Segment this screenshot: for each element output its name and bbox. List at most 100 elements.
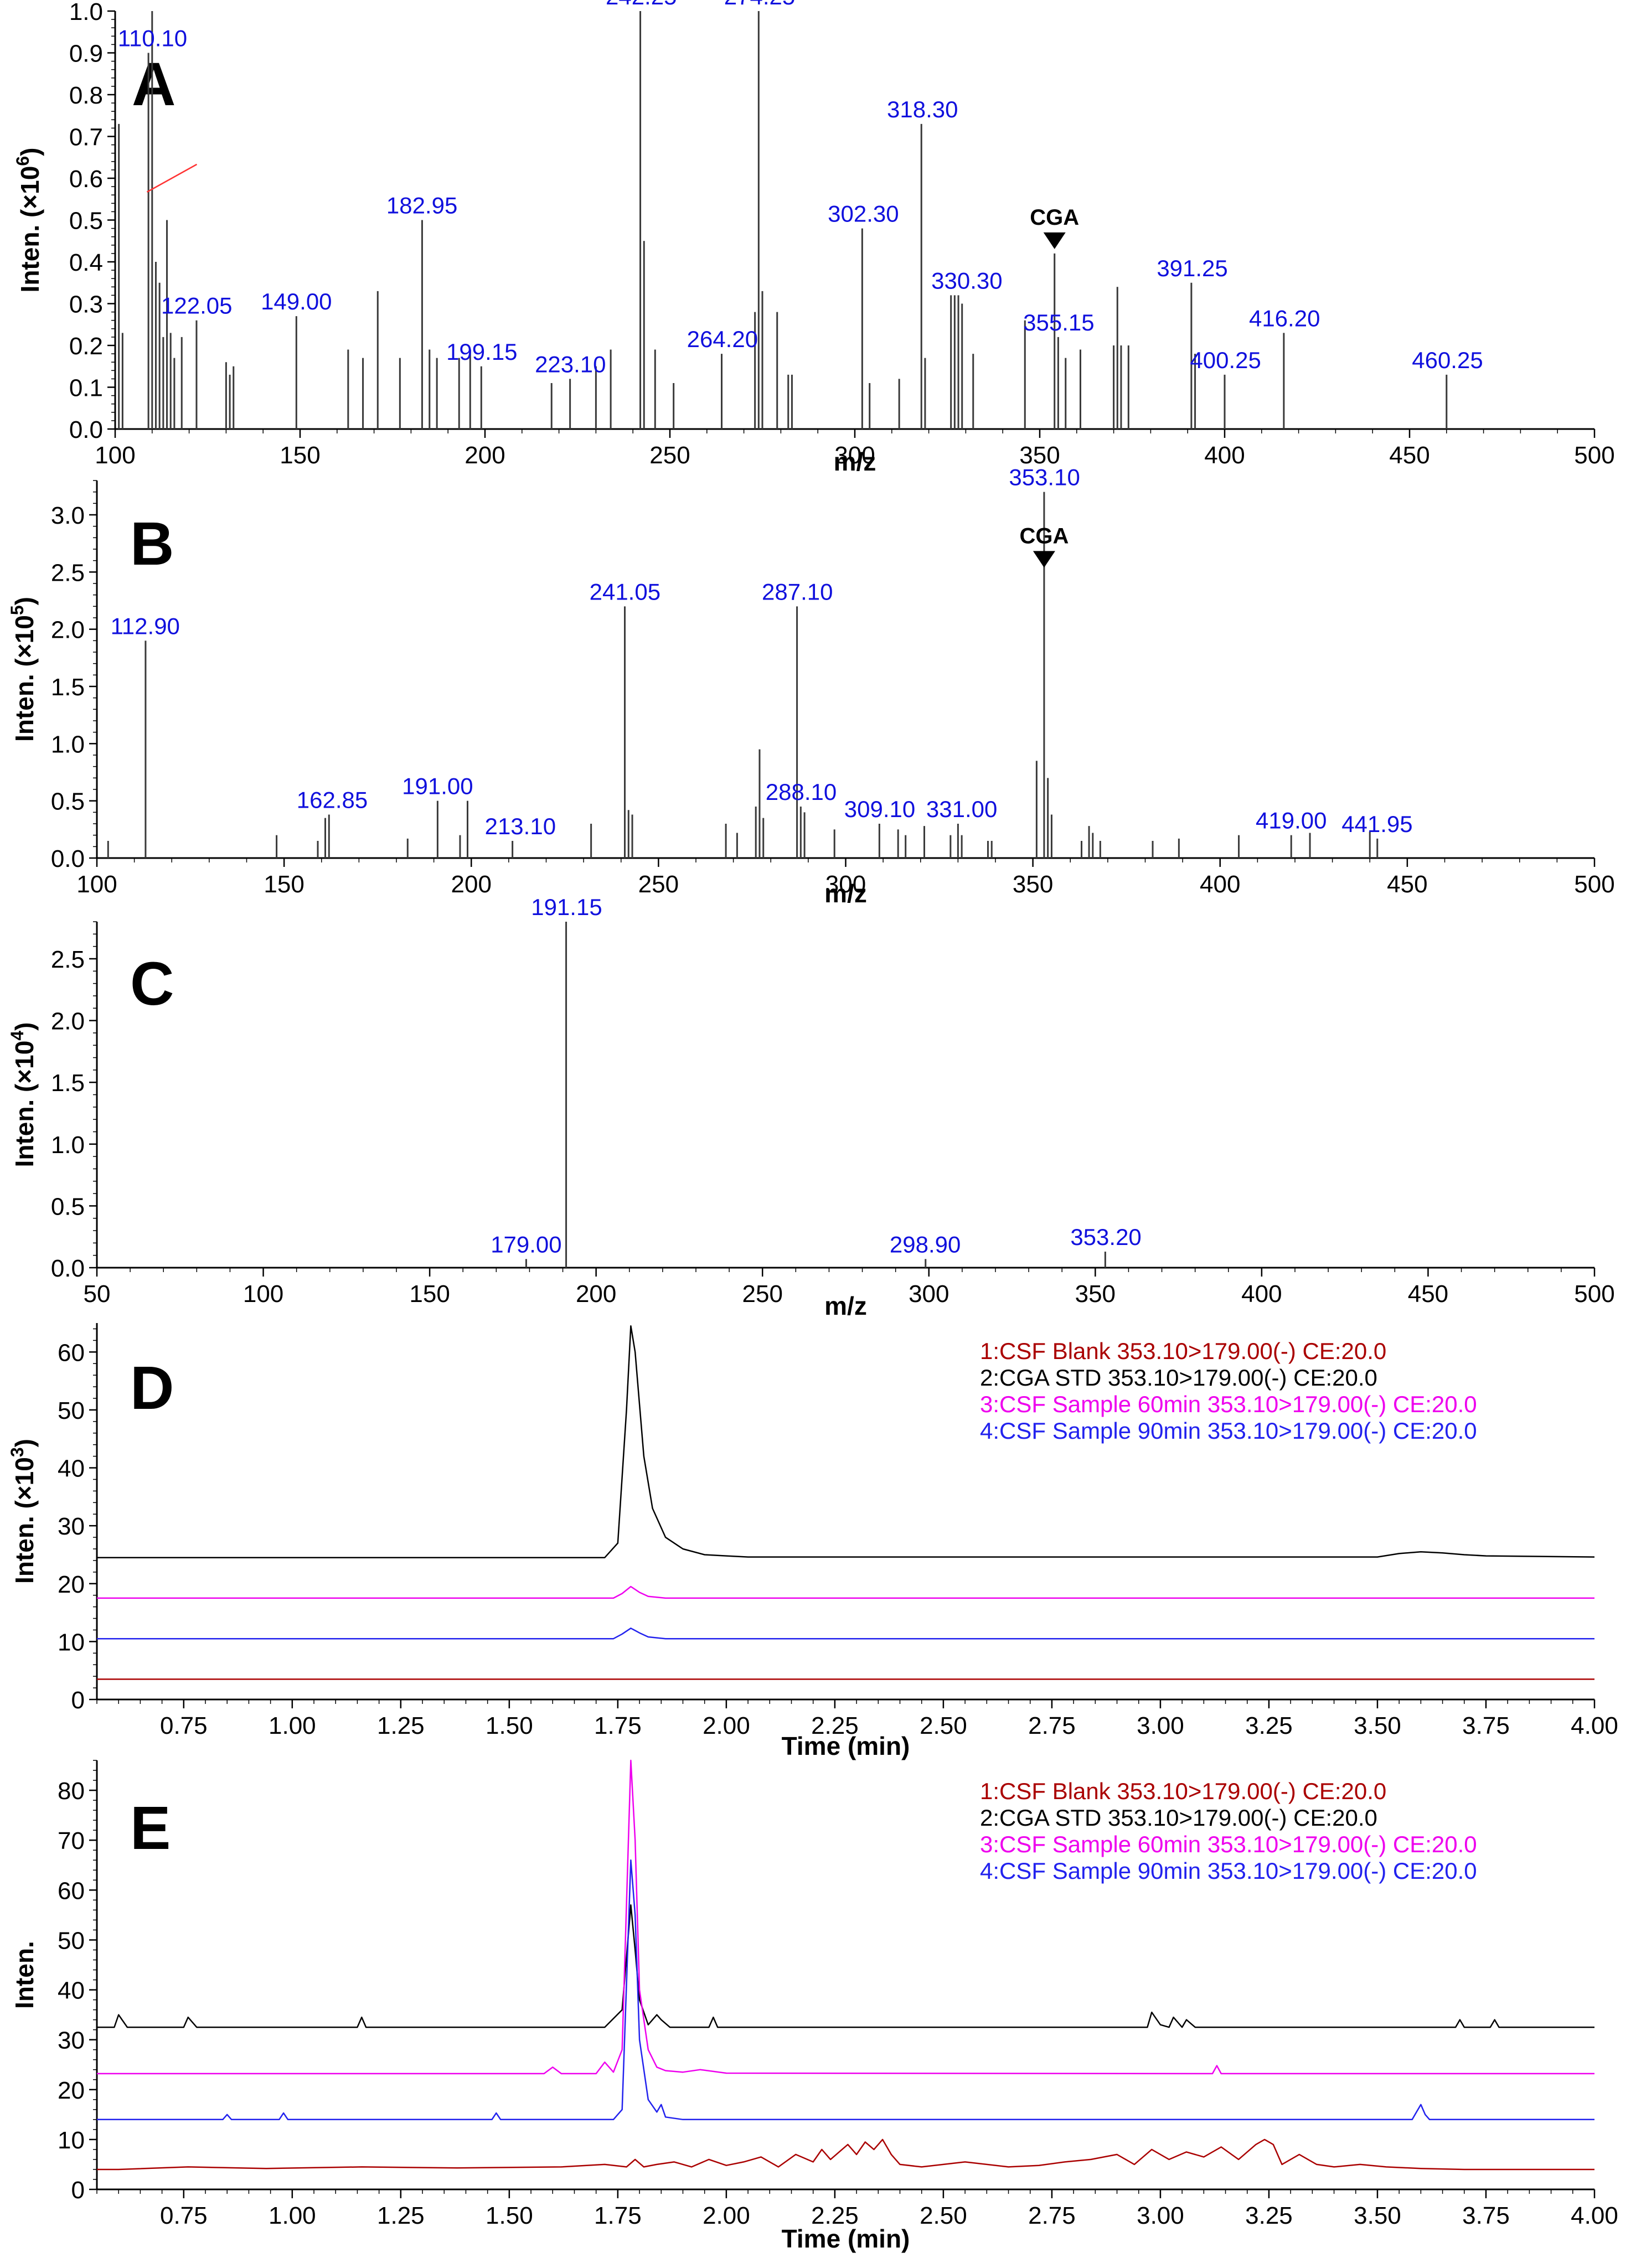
x-tick-label: 0.75 xyxy=(160,1712,208,1739)
x-tick-label: 1.00 xyxy=(269,1712,316,1739)
x-tick-label: 400 xyxy=(1200,871,1240,898)
y-tick-label: 0.5 xyxy=(51,1193,85,1220)
x-tick-label: 50 xyxy=(84,1280,111,1308)
peak-label: 122.05 xyxy=(161,293,232,319)
y-tick-label: 0 xyxy=(71,1687,85,1714)
y-tick-label: 0.0 xyxy=(51,1255,85,1282)
peak-label: 318.30 xyxy=(887,96,958,122)
x-tick-label: 1.50 xyxy=(486,2202,533,2229)
peak-label: 213.10 xyxy=(485,813,556,839)
x-tick-label: 450 xyxy=(1408,1280,1448,1308)
series-line-2 xyxy=(97,1905,1594,2027)
y-tick-label: 20 xyxy=(58,2077,85,2104)
legend-entry-3: 3:CSF Sample 60min 353.10>179.00(-) CE:2… xyxy=(980,1831,1477,1857)
peak-label: 179.00 xyxy=(491,1231,561,1257)
peak-label: 460.25 xyxy=(1412,347,1483,373)
figure: 0.00.10.20.30.40.50.60.70.80.91.0100 150 2… xyxy=(0,0,1636,2268)
panel-letter: B xyxy=(130,510,174,578)
y-tick-label: 1.0 xyxy=(51,1132,85,1159)
x-tick-label: 150 xyxy=(264,871,304,898)
series-line-1 xyxy=(97,2140,1594,2169)
peak-label: 330.30 xyxy=(931,267,1002,293)
y-tick-label: 0.3 xyxy=(69,291,103,318)
x-tick-label: 3.00 xyxy=(1137,2202,1184,2229)
panel-letter: C xyxy=(130,950,174,1018)
y-tick-label: 1.0 xyxy=(51,731,85,758)
peak-label: 199.15 xyxy=(446,339,517,365)
x-tick-label: 500 xyxy=(1574,442,1614,469)
y-tick-label: 40 xyxy=(58,1455,85,1482)
y-tick-label: 0.5 xyxy=(69,208,103,235)
peak-label: 400.25 xyxy=(1190,347,1261,373)
x-tick-label: 450 xyxy=(1387,871,1427,898)
peak-label: 242.25 xyxy=(606,0,677,9)
y-tick-label: 40 xyxy=(58,1977,85,2004)
x-tick-label: 350 xyxy=(1013,871,1053,898)
peak-label: 309.10 xyxy=(844,796,915,822)
panel-a: 0.0 0.1 0.2 0.3 0.4 0.5 0.6 0.7 0.8 0.9 1.0 100 150 2… xyxy=(13,0,1615,476)
x-tick-label: 400 xyxy=(1204,442,1245,469)
x-tick-label: 1.75 xyxy=(594,1712,642,1739)
x-tick-label: 1.75 xyxy=(594,2202,642,2229)
x-tick-label: 200 xyxy=(576,1280,616,1308)
y-tick-label: 0.5 xyxy=(51,788,85,815)
y-tick-label: 1.0 xyxy=(69,0,103,25)
legend-entry-2: 2:CGA STD 353.10>179.00(-) CE:20.0 xyxy=(980,1805,1377,1831)
peak-label: 391.25 xyxy=(1157,255,1227,281)
y-tick-label: 50 xyxy=(58,1927,85,1954)
x-tick-label: 450 xyxy=(1389,442,1429,469)
legend-entry-4: 4:CSF Sample 90min 353.10>179.00(-) CE:2… xyxy=(980,1858,1477,1884)
y-tick-label: 60 xyxy=(58,1339,85,1366)
panel-c: 0.0 0.5 1.0 1.5 2.0 2.5 50 100 150 200 250 300 350 40… xyxy=(7,894,1615,1320)
x-tick-label: 3.75 xyxy=(1462,2202,1510,2229)
y-tick-label: 0.6 xyxy=(69,166,103,193)
peak-label: 331.00 xyxy=(926,796,997,822)
x-tick-label: 1.00 xyxy=(269,2202,316,2229)
y-tick-label: 30 xyxy=(58,1513,85,1540)
x-tick-label: 1.25 xyxy=(377,2202,425,2229)
peak-label: 353.10 xyxy=(1009,464,1080,490)
y-tick-label: 2.5 xyxy=(51,559,85,586)
y-tick-label: 2.5 xyxy=(51,946,85,973)
y-tick-label: 80 xyxy=(58,1778,85,1805)
peak-label: 182.95 xyxy=(386,193,457,219)
x-tick-label: 1.50 xyxy=(486,1712,533,1739)
x-tick-label: 400 xyxy=(1241,1280,1282,1308)
peak-label: 298.90 xyxy=(890,1231,961,1257)
panel-e: 0 10 20 30 40 50 60 70 80 0.75 1.00 1.25 1.50 1.75 2.0… xyxy=(10,1760,1618,2253)
x-tick-label: 1.25 xyxy=(377,1712,425,1739)
panel-d: 01020304050600.75 1.00 1.25 1.50 1.75 2.00 2.2… xyxy=(7,1323,1618,1760)
y-tick-label: 1.5 xyxy=(51,674,85,701)
x-tick-label: 500 xyxy=(1574,871,1614,898)
x-tick-label: 4.00 xyxy=(1571,2202,1618,2229)
x-tick-label: 100 xyxy=(76,871,117,898)
y-tick-label: 1.5 xyxy=(51,1070,85,1097)
cga-marker-arrow xyxy=(1033,551,1055,567)
y-axis-label: Inten. xyxy=(10,1941,39,2009)
label-leader-line xyxy=(147,164,197,192)
x-tick-label: 350 xyxy=(1075,1280,1116,1308)
peak-label: 191.15 xyxy=(531,894,602,920)
series-line-4 xyxy=(97,1628,1594,1639)
legend-entry-3: 3:CSF Sample 60min 353.10>179.00(-) CE:2… xyxy=(980,1391,1477,1417)
y-tick-label: 30 xyxy=(58,2027,85,2054)
legend-entry-4: 4:CSF Sample 90min 353.10>179.00(-) CE:2… xyxy=(980,1418,1477,1444)
y-tick-label: 0.0 xyxy=(51,845,85,872)
x-tick-label: 2.50 xyxy=(920,2202,967,2229)
x-tick-label: 150 xyxy=(280,442,320,469)
peak-label: 355.15 xyxy=(1023,309,1094,335)
x-tick-label: 300 xyxy=(909,1280,949,1308)
y-tick-label: 70 xyxy=(58,1827,85,1854)
series-line-3 xyxy=(97,1587,1594,1598)
x-tick-label: 250 xyxy=(638,871,679,898)
x-tick-label: 0.75 xyxy=(160,2202,208,2229)
x-tick-label: 3.25 xyxy=(1245,2202,1293,2229)
x-tick-label: 250 xyxy=(742,1280,783,1308)
legend-entry-1: 1:CSF Blank 353.10>179.00(-) CE:20.0 xyxy=(980,1338,1386,1364)
y-axis-label: Inten. (×103) xyxy=(7,1439,39,1584)
panel-letter: E xyxy=(130,1794,171,1862)
peak-label: 110.10 xyxy=(118,25,187,51)
x-tick-label: 3.50 xyxy=(1354,2202,1401,2229)
y-tick-label: 0.0 xyxy=(69,416,103,443)
legend-entry-2: 2:CGA STD 353.10>179.00(-) CE:20.0 xyxy=(980,1365,1377,1391)
